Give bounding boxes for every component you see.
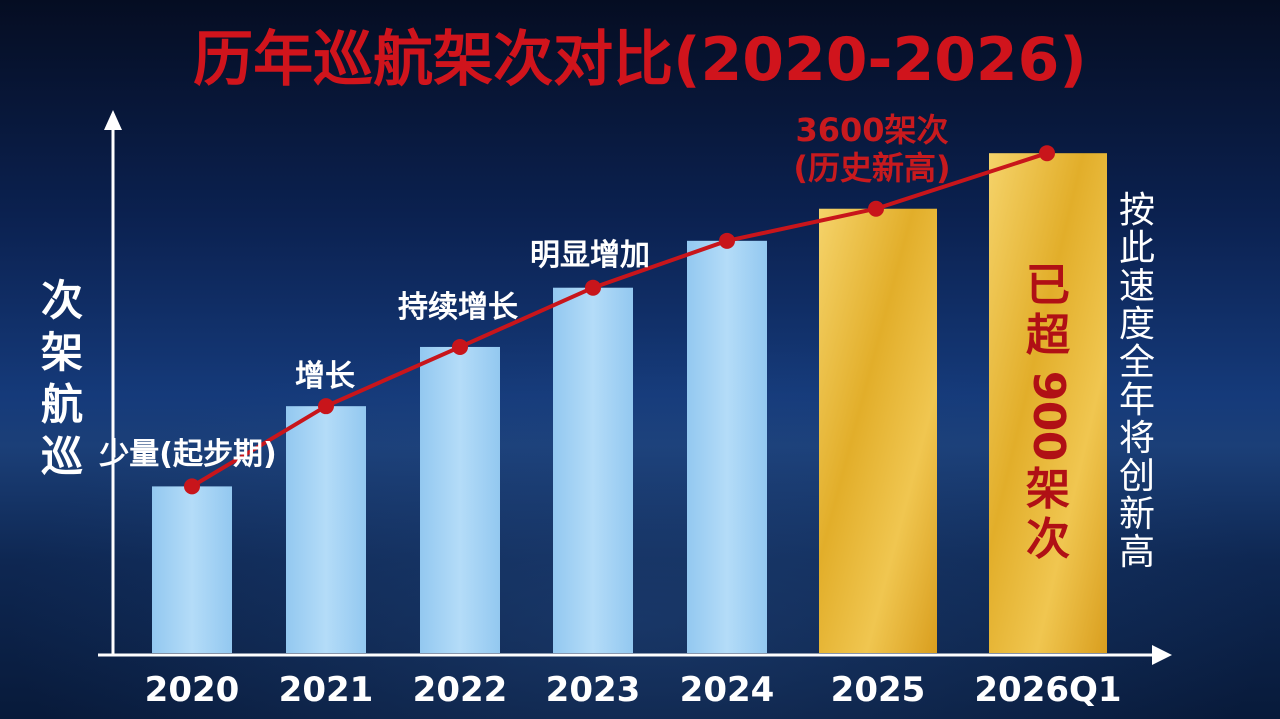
x-tick-label: 2023 [546,670,641,710]
bar-2021 [286,406,366,653]
bar-annotation-char: 架 [1026,464,1070,515]
side-note-char: 将 [1119,418,1155,459]
x-tick-label: 2022 [413,670,508,710]
trend-point-2025 [868,200,884,217]
trend-point-2022 [452,338,468,355]
x-tick-label: 2024 [680,670,775,710]
bar-2023 [553,287,633,653]
trend-point-2021 [318,398,334,415]
bar-2024 [687,240,767,653]
bar-annotation-char: 0 [1023,401,1074,432]
x-tick-label: 2026Q1 [974,670,1121,710]
y-axis-label-char: 架 [41,328,83,377]
trend-point-2023 [585,279,601,296]
trend-point-2020 [184,478,200,495]
bar-annotation-char: 9 [1023,371,1074,402]
bar-2026Q1 [989,153,1107,653]
x-axis-arrow [1152,645,1172,665]
bars [152,153,1107,653]
side-note-char: 高 [1119,532,1155,573]
trend-point-2024 [719,232,735,249]
y-axis-label-char: 巡 [41,432,83,481]
side-note-char: 速 [1119,266,1155,307]
y-axis-label-char: 次 [41,276,83,325]
bar-annotation-char: 超 [1026,310,1071,361]
x-tick-labels: 2020 2021 2022 2023 2024 2025 2026Q1 [145,670,1122,710]
trend-line [184,145,1055,495]
x-tick-label: 2021 [279,670,374,710]
annotation-2021: 增长 [295,359,355,394]
bar-2020 [152,486,232,653]
bar-annotation-char: 已 [1026,260,1070,311]
side-note-char: 此 [1119,228,1155,269]
side-note-char: 创 [1119,456,1155,497]
annotation-2020: 少量(起步期) [99,437,276,472]
x-tick-label: 2020 [145,670,240,710]
bar-annotation-char: 0 [1023,431,1074,462]
annotation-2023: 明显增加 [530,238,650,273]
annotation-2022: 持续增长 [398,290,518,325]
bar-annotation-char: 次 [1026,514,1070,565]
y-axis-arrow [104,110,122,130]
annotation-2025: (历史新高) [793,149,950,187]
annotation-2025: 3600架次 [795,111,948,149]
chart-title: 历年巡航架次对比(2020-2026) [193,25,1087,95]
x-tick-label: 2025 [831,670,926,710]
side-note-char: 新 [1119,494,1155,535]
y-axis-label-char: 航 [41,380,83,429]
side-note-char: 度 [1119,304,1155,345]
side-note-char: 年 [1119,380,1155,421]
bar-2022 [420,346,500,653]
trend-point-2026Q1 [1039,145,1055,162]
bar-2025 [819,208,937,653]
side-note-char: 全 [1119,342,1155,383]
side-note-char: 按 [1119,190,1155,231]
